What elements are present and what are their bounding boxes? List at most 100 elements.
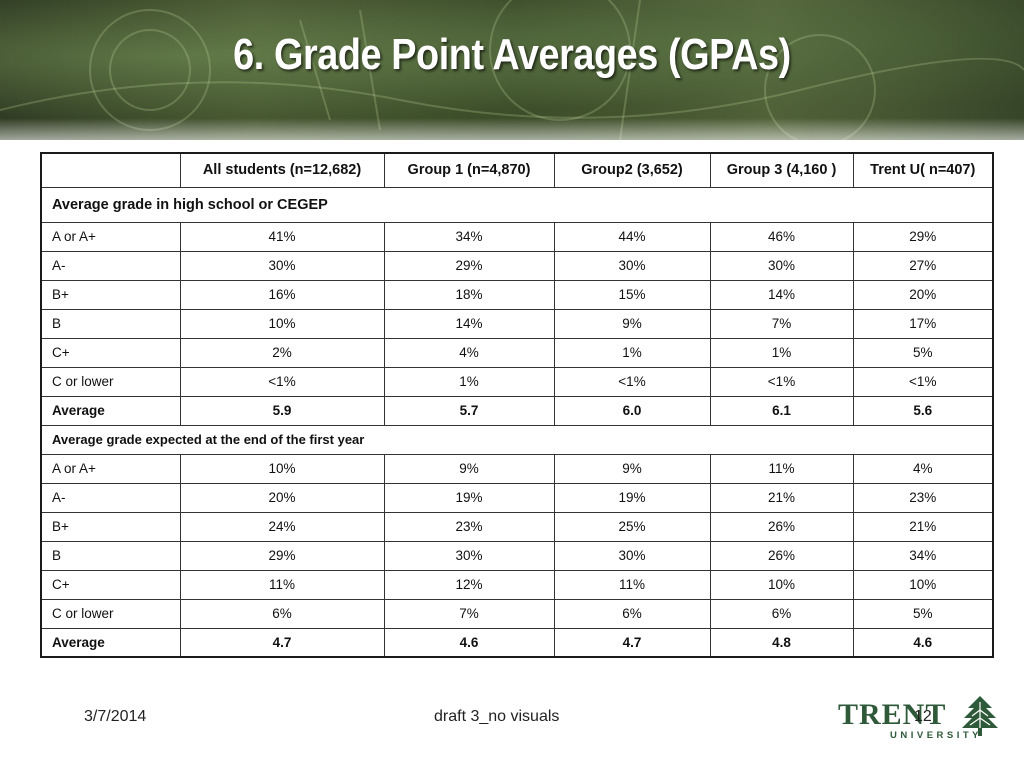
table-row: B 29% 30% 30% 26% 34% xyxy=(40,540,994,571)
column-header xyxy=(40,152,181,188)
table-row: Average 4.7 4.6 4.7 4.8 4.6 xyxy=(40,627,994,658)
table-cell: 5% xyxy=(852,598,994,629)
footer-center-text: draft 3_no visuals xyxy=(434,708,560,725)
column-header: Group2 (3,652) xyxy=(553,152,711,188)
table-cell: 26% xyxy=(709,511,854,542)
row-label: B+ xyxy=(40,511,181,542)
table-cell: 21% xyxy=(709,482,854,513)
table-cell: 6% xyxy=(709,598,854,629)
table-cell: 23% xyxy=(383,511,555,542)
section-title-row: Average grade expected at the end of the… xyxy=(40,424,994,455)
table-cell: 4% xyxy=(852,453,994,484)
table-row: A or A+ 10% 9% 9% 11% 4% xyxy=(40,453,994,484)
table-row: B+ 16% 18% 15% 14% 20% xyxy=(40,279,994,310)
table-cell: 14% xyxy=(709,279,854,310)
table-cell: 5.7 xyxy=(383,395,555,426)
column-header: All students (n=12,682) xyxy=(179,152,385,188)
table-cell: 6.0 xyxy=(553,395,711,426)
logo-text: TRENT xyxy=(838,698,947,731)
row-label: Average xyxy=(40,627,181,658)
row-label: Average xyxy=(40,395,181,426)
table-cell: 2% xyxy=(179,337,385,368)
table-cell: 21% xyxy=(852,511,994,542)
table-cell: 7% xyxy=(383,598,555,629)
table-cell: 30% xyxy=(179,250,385,281)
table-row: C or lower <1% 1% <1% <1% <1% xyxy=(40,366,994,397)
table-row: C or lower 6% 7% 6% 6% 5% xyxy=(40,598,994,629)
table-cell: 12% xyxy=(383,569,555,600)
section-title: Average grade expected at the end of the… xyxy=(40,424,994,455)
table-cell: 6.1 xyxy=(709,395,854,426)
table-cell: 34% xyxy=(383,221,555,252)
table-cell: 1% xyxy=(709,337,854,368)
trent-logo: TRENT UNIVERSITY xyxy=(834,694,1004,744)
table-cell: 29% xyxy=(179,540,385,571)
table-cell: 41% xyxy=(179,221,385,252)
table-cell: 6% xyxy=(179,598,385,629)
table-header-row: All students (n=12,682) Group 1 (n=4,870)… xyxy=(40,152,994,188)
table-cell: 24% xyxy=(179,511,385,542)
table-cell: 34% xyxy=(852,540,994,571)
table-row: B 10% 14% 9% 7% 17% xyxy=(40,308,994,339)
table-cell: 30% xyxy=(709,250,854,281)
table-cell: 14% xyxy=(383,308,555,339)
table-cell: 11% xyxy=(179,569,385,600)
table-cell: 7% xyxy=(709,308,854,339)
table-cell: 10% xyxy=(852,569,994,600)
table-cell: 30% xyxy=(553,250,711,281)
trent-tree-icon xyxy=(962,696,998,736)
table-cell: <1% xyxy=(553,366,711,397)
column-header: Group 1 (n=4,870) xyxy=(383,152,555,188)
gpa-table: All students (n=12,682) Group 1 (n=4,870)… xyxy=(40,152,994,658)
header-background xyxy=(0,0,1024,140)
table-cell: 10% xyxy=(179,453,385,484)
table-row: C+ 2% 4% 1% 1% 5% xyxy=(40,337,994,368)
row-label: A- xyxy=(40,250,181,281)
table-cell: 30% xyxy=(553,540,711,571)
section-title-row: Average grade in high school or CEGEP xyxy=(40,186,994,223)
table-cell: 46% xyxy=(709,221,854,252)
table-cell: 20% xyxy=(852,279,994,310)
header-texture xyxy=(0,0,1024,140)
table-cell: 5.6 xyxy=(852,395,994,426)
page-number: 12 xyxy=(914,708,932,725)
table-cell: 4.8 xyxy=(709,627,854,658)
table-row: A or A+ 41% 34% 44% 46% 29% xyxy=(40,221,994,252)
row-label: B+ xyxy=(40,279,181,310)
row-label: B xyxy=(40,540,181,571)
table-cell: 9% xyxy=(553,308,711,339)
table-cell: 16% xyxy=(179,279,385,310)
table-cell: 19% xyxy=(553,482,711,513)
table-row: C+ 11% 12% 11% 10% 10% xyxy=(40,569,994,600)
table-cell: 25% xyxy=(553,511,711,542)
row-label: C or lower xyxy=(40,598,181,629)
table-cell: 18% xyxy=(383,279,555,310)
table-cell: 29% xyxy=(852,221,994,252)
slide-title: 6. Grade Point Averages (GPAs) xyxy=(233,30,791,79)
table-cell: 5.9 xyxy=(179,395,385,426)
table-row: Average 5.9 5.7 6.0 6.1 5.6 xyxy=(40,395,994,426)
table-cell: 6% xyxy=(553,598,711,629)
table-cell: 4.7 xyxy=(179,627,385,658)
table-cell: 5% xyxy=(852,337,994,368)
table-cell: 10% xyxy=(709,569,854,600)
table-cell: 10% xyxy=(179,308,385,339)
table-cell: 9% xyxy=(383,453,555,484)
footer-date: 3/7/2014 xyxy=(84,708,147,725)
logo-subtext: UNIVERSITY xyxy=(890,730,983,741)
table-cell: 19% xyxy=(383,482,555,513)
table-cell: 23% xyxy=(852,482,994,513)
table-cell: 1% xyxy=(553,337,711,368)
table-cell: 15% xyxy=(553,279,711,310)
table-cell: 9% xyxy=(553,453,711,484)
row-label: A- xyxy=(40,482,181,513)
table-cell: <1% xyxy=(852,366,994,397)
header-fade xyxy=(0,118,1024,158)
column-header: Group 3 (4,160 ) xyxy=(709,152,854,188)
table-row: A- 30% 29% 30% 30% 27% xyxy=(40,250,994,281)
row-label: C+ xyxy=(40,337,181,368)
row-label: A or A+ xyxy=(40,221,181,252)
table-row: B+ 24% 23% 25% 26% 21% xyxy=(40,511,994,542)
section-title: Average grade in high school or CEGEP xyxy=(40,186,994,223)
table-cell: 20% xyxy=(179,482,385,513)
